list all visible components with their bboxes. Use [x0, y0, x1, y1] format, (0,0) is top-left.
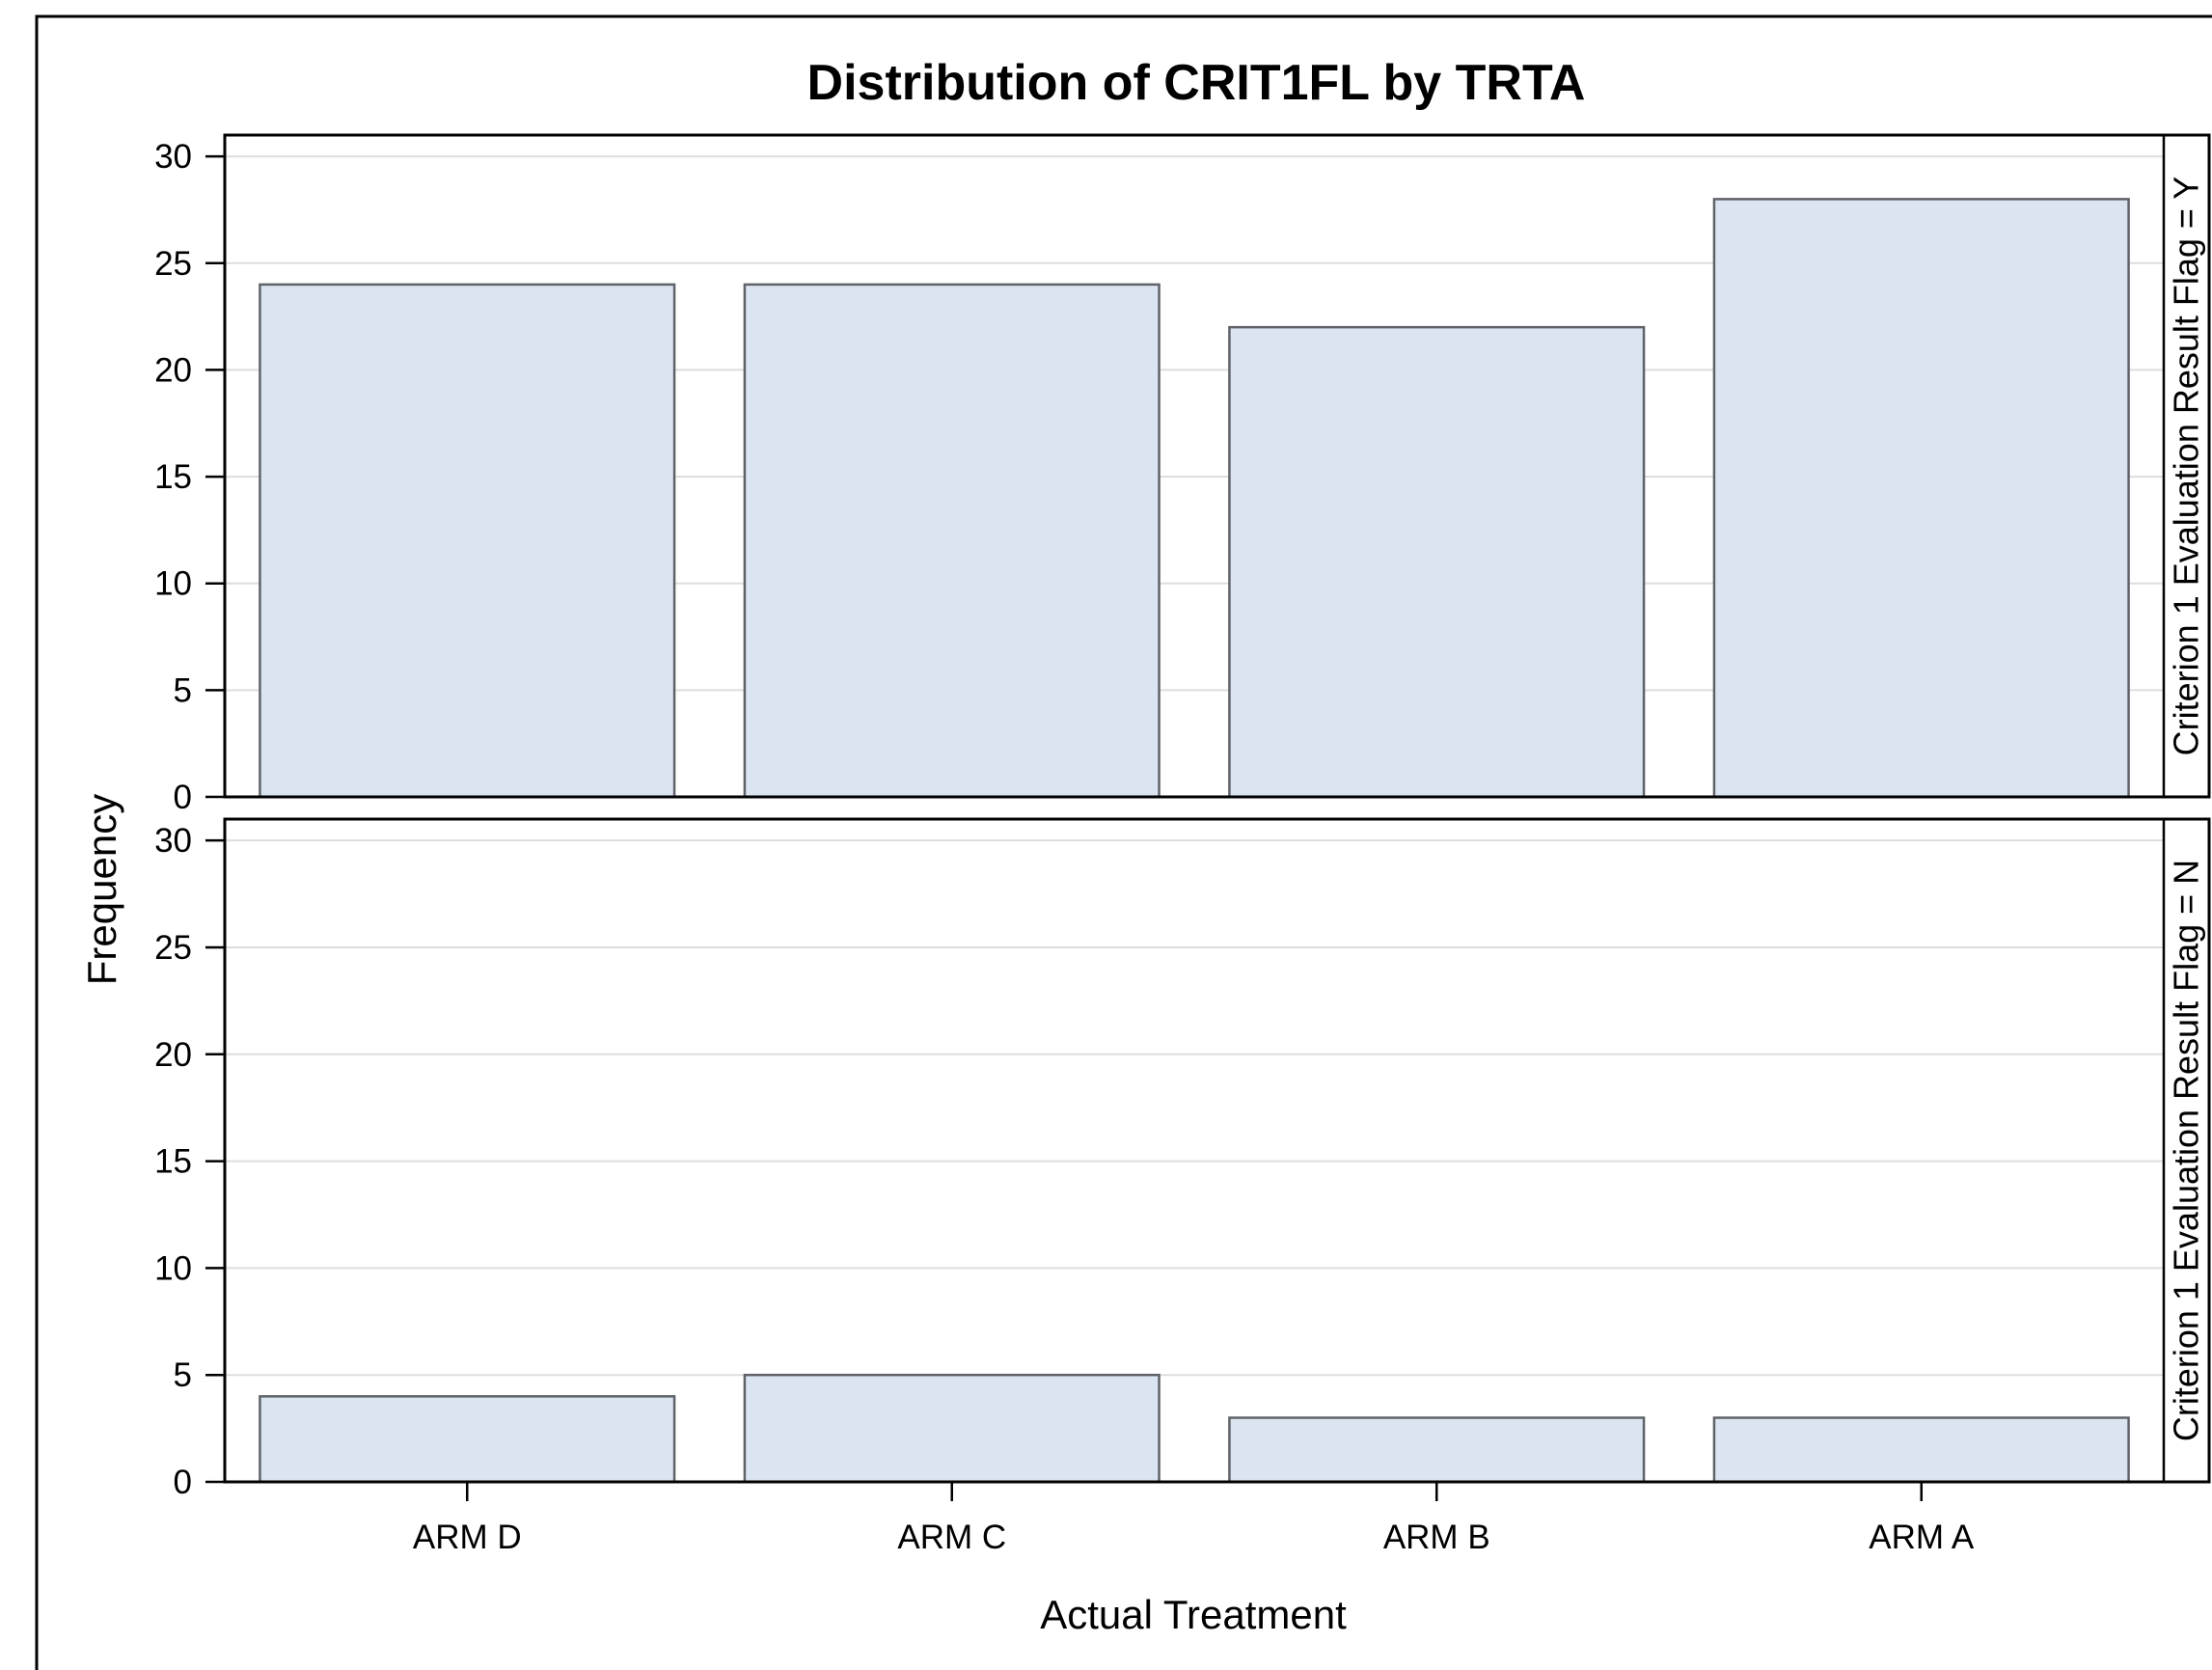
bar-arm-c [743, 283, 1161, 799]
y-axis-label: Frequency [79, 794, 124, 985]
y-tick-label: 5 [174, 1356, 192, 1394]
bar-arm-d [259, 1395, 676, 1484]
bar-arm-c [743, 1373, 1161, 1484]
y-tick-label: 15 [154, 1143, 192, 1181]
x-tick-label: ARM C [897, 1519, 1006, 1556]
y-tick-label: 10 [154, 1249, 192, 1287]
x-axis-label: Actual Treatment [1040, 1592, 1347, 1637]
bar-arm-a [1712, 1416, 2130, 1484]
bar-arm-b [1228, 1416, 1646, 1484]
bar-arm-d [259, 283, 676, 799]
bar-arm-a [1712, 198, 2130, 799]
y-tick-label: 20 [154, 351, 192, 389]
chart-title: Distribution of CRIT1FL by TRTA [807, 55, 1586, 111]
x-axis: ARM D ARM C ARM B ARM A [413, 1482, 1975, 1556]
y-tick-label: 20 [154, 1036, 192, 1074]
panels-layer: 0 5 10 15 20 25 30 Criterion 1 Evaluation Resul… [154, 133, 2211, 1556]
y-tick-label: 25 [154, 245, 192, 283]
y-tick-label: 25 [154, 929, 192, 967]
x-tick-label: ARM D [413, 1519, 522, 1556]
panel-frame [223, 817, 2211, 1484]
y-tick-label: 10 [154, 565, 192, 603]
y-tick-label: 30 [154, 138, 192, 176]
y-tick-label: 15 [154, 458, 192, 496]
y-tick-label: 5 [174, 671, 192, 709]
bar-arm-b [1228, 325, 1646, 799]
x-tick-label: ARM A [1869, 1519, 1975, 1556]
y-tick-label: 0 [174, 1464, 192, 1501]
panel-frame [223, 133, 2211, 799]
panel-2: 0 5 10 15 20 25 30 Criterion 1 Evaluation Resul… [154, 817, 2211, 1501]
x-tick-label: ARM B [1383, 1519, 1490, 1556]
y-tick-label: 0 [174, 779, 192, 816]
strip-label: Criterion 1 Evaluation Result Flag = N [2167, 860, 2206, 1441]
panel-1: 0 5 10 15 20 25 30 Criterion 1 Evaluation Resul… [154, 133, 2211, 816]
y-tick-label: 30 [154, 822, 192, 860]
strip-label: Criterion 1 Evaluation Result Flag = Y [2167, 177, 2206, 756]
